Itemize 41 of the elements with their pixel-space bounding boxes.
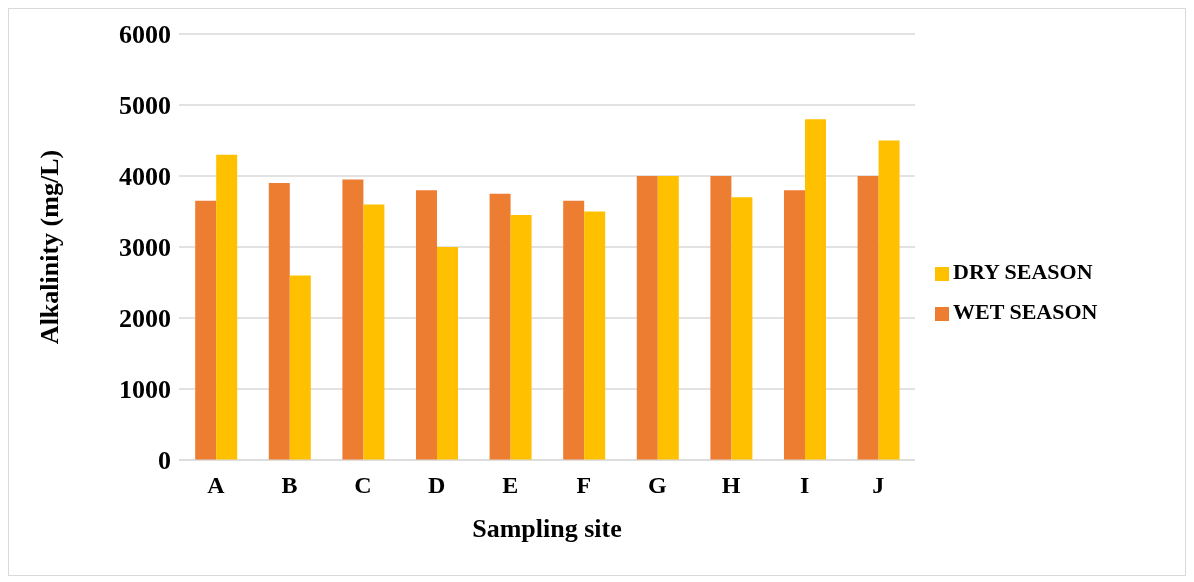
bar (731, 197, 753, 460)
y-tick-label: 3000 (119, 233, 171, 263)
bar (489, 193, 511, 460)
y-tick-label: 2000 (119, 304, 171, 334)
y-tick-label: 6000 (119, 20, 171, 50)
bar (636, 176, 658, 460)
bar (415, 190, 437, 460)
bar (878, 140, 900, 460)
x-tick-label: A (207, 472, 226, 499)
bar (510, 215, 532, 460)
x-tick-label: G (648, 472, 668, 499)
bar (857, 176, 879, 460)
bar (584, 211, 606, 460)
bar (216, 154, 238, 460)
bar (363, 204, 385, 460)
x-tick-label: F (576, 472, 592, 499)
y-tick-label: 1000 (119, 375, 171, 405)
legend-label: WET SEASON (953, 299, 1098, 324)
bar (436, 247, 458, 460)
y-tick-label: 0 (158, 446, 171, 476)
bar (268, 183, 290, 460)
y-axis-title: Alkalinity (mg/L) (35, 149, 65, 345)
x-tick-label: B (281, 472, 298, 499)
y-tick-label: 4000 (119, 162, 171, 192)
bar (783, 190, 805, 460)
bar (342, 179, 364, 460)
legend-label: DRY SEASON (953, 259, 1093, 284)
x-tick-label: C (354, 472, 372, 499)
x-tick-label: H (721, 472, 741, 499)
y-tick-label: 5000 (119, 91, 171, 121)
bar (657, 176, 679, 460)
x-tick-label: J (872, 472, 885, 499)
bar (804, 119, 826, 460)
x-axis-title: Sampling site (472, 514, 622, 543)
x-tick-label: D (427, 472, 446, 499)
bar (710, 176, 732, 460)
bar (563, 200, 585, 460)
x-tick-label: E (502, 472, 519, 499)
x-tick-label: I (799, 472, 810, 499)
bar (195, 200, 217, 460)
bar (289, 275, 311, 460)
